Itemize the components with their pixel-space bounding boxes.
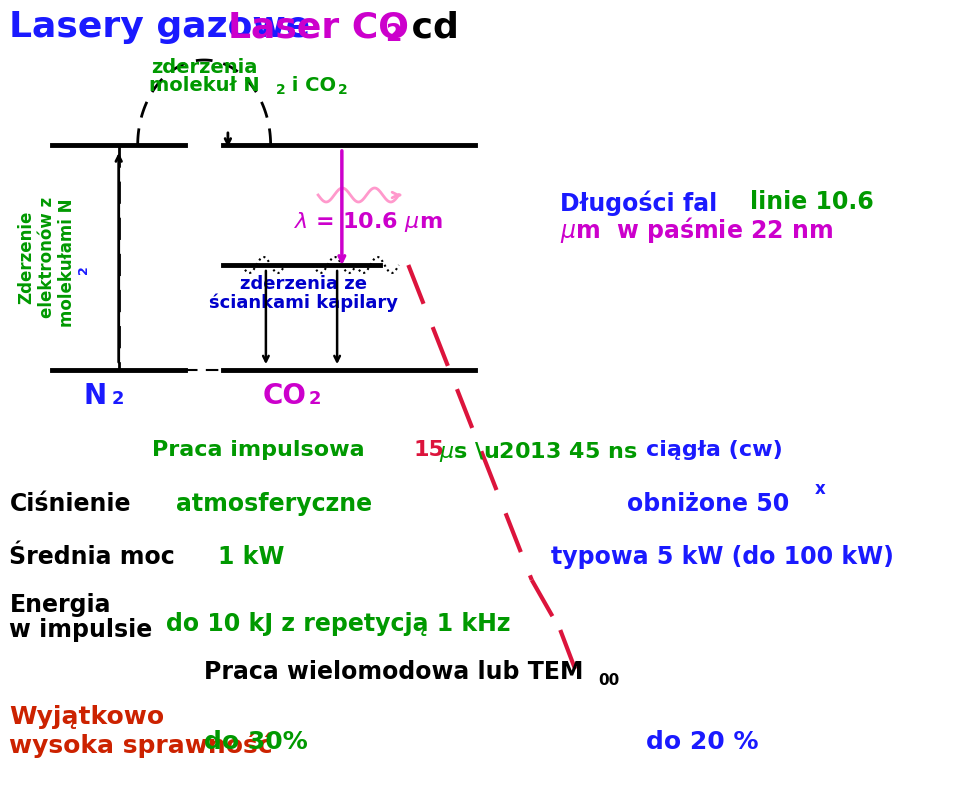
Text: i CO: i CO [285, 76, 336, 95]
Text: Praca impulsowa: Praca impulsowa [152, 440, 372, 460]
Text: $\mu$m  w paśmie 22 nm: $\mu$m w paśmie 22 nm [561, 215, 833, 245]
Text: molekuł N: molekuł N [149, 76, 259, 95]
Text: elektronów z: elektronów z [38, 197, 57, 318]
Text: x: x [815, 480, 826, 498]
Text: 2: 2 [77, 265, 90, 274]
Text: 1 kW: 1 kW [219, 545, 285, 569]
Text: Wyjątkowo: Wyjątkowo [10, 705, 164, 729]
Text: Lasery gazowe: Lasery gazowe [10, 10, 311, 44]
Text: ściankami kapilary: ściankami kapilary [209, 293, 398, 312]
Text: atmosferyczne: atmosferyczne [176, 492, 372, 516]
Text: 15: 15 [413, 440, 444, 460]
Text: linie 10.6: linie 10.6 [750, 190, 874, 214]
Text: zderzenia: zderzenia [151, 58, 257, 77]
Text: CO: CO [263, 382, 307, 410]
Text: 2: 2 [338, 83, 348, 97]
Text: Laser CO: Laser CO [228, 10, 409, 44]
Text: Średnia moc: Średnia moc [10, 545, 176, 569]
Text: 2: 2 [386, 22, 402, 46]
Text: do 20 %: do 20 % [646, 730, 758, 754]
Text: 2: 2 [308, 390, 322, 408]
Text: do 30%: do 30% [204, 730, 308, 754]
Text: $\lambda$ = 10.6 $\mu$m: $\lambda$ = 10.6 $\mu$m [295, 210, 443, 234]
Text: cd: cd [398, 10, 459, 44]
Text: 00: 00 [598, 673, 619, 688]
Text: do 10 kJ z repetycją 1 kHz: do 10 kJ z repetycją 1 kHz [166, 612, 511, 636]
Text: typowa 5 kW (do 100 kW): typowa 5 kW (do 100 kW) [551, 545, 894, 569]
Text: Zderzenie: Zderzenie [17, 211, 36, 305]
Text: Ciśnienie: Ciśnienie [10, 492, 131, 516]
Text: zderzenia ze: zderzenia ze [240, 275, 368, 293]
Text: molekułami N: molekułami N [59, 199, 77, 327]
Text: 2: 2 [112, 390, 125, 408]
Text: Praca wielomodowa lub TEM: Praca wielomodowa lub TEM [204, 660, 584, 684]
Text: Długości fal: Długości fal [561, 190, 717, 215]
Text: N: N [84, 382, 107, 410]
Text: obniżone 50: obniżone 50 [627, 492, 789, 516]
Text: wysoka sprawność: wysoka sprawność [10, 732, 274, 758]
Text: ciągła (cw): ciągła (cw) [646, 440, 782, 460]
Text: 2: 2 [276, 83, 285, 97]
Text: Energia: Energia [10, 593, 111, 617]
Text: w impulsie: w impulsie [10, 618, 153, 642]
Text: $\mu$s \u2013 45 ns: $\mu$s \u2013 45 ns [432, 440, 637, 464]
